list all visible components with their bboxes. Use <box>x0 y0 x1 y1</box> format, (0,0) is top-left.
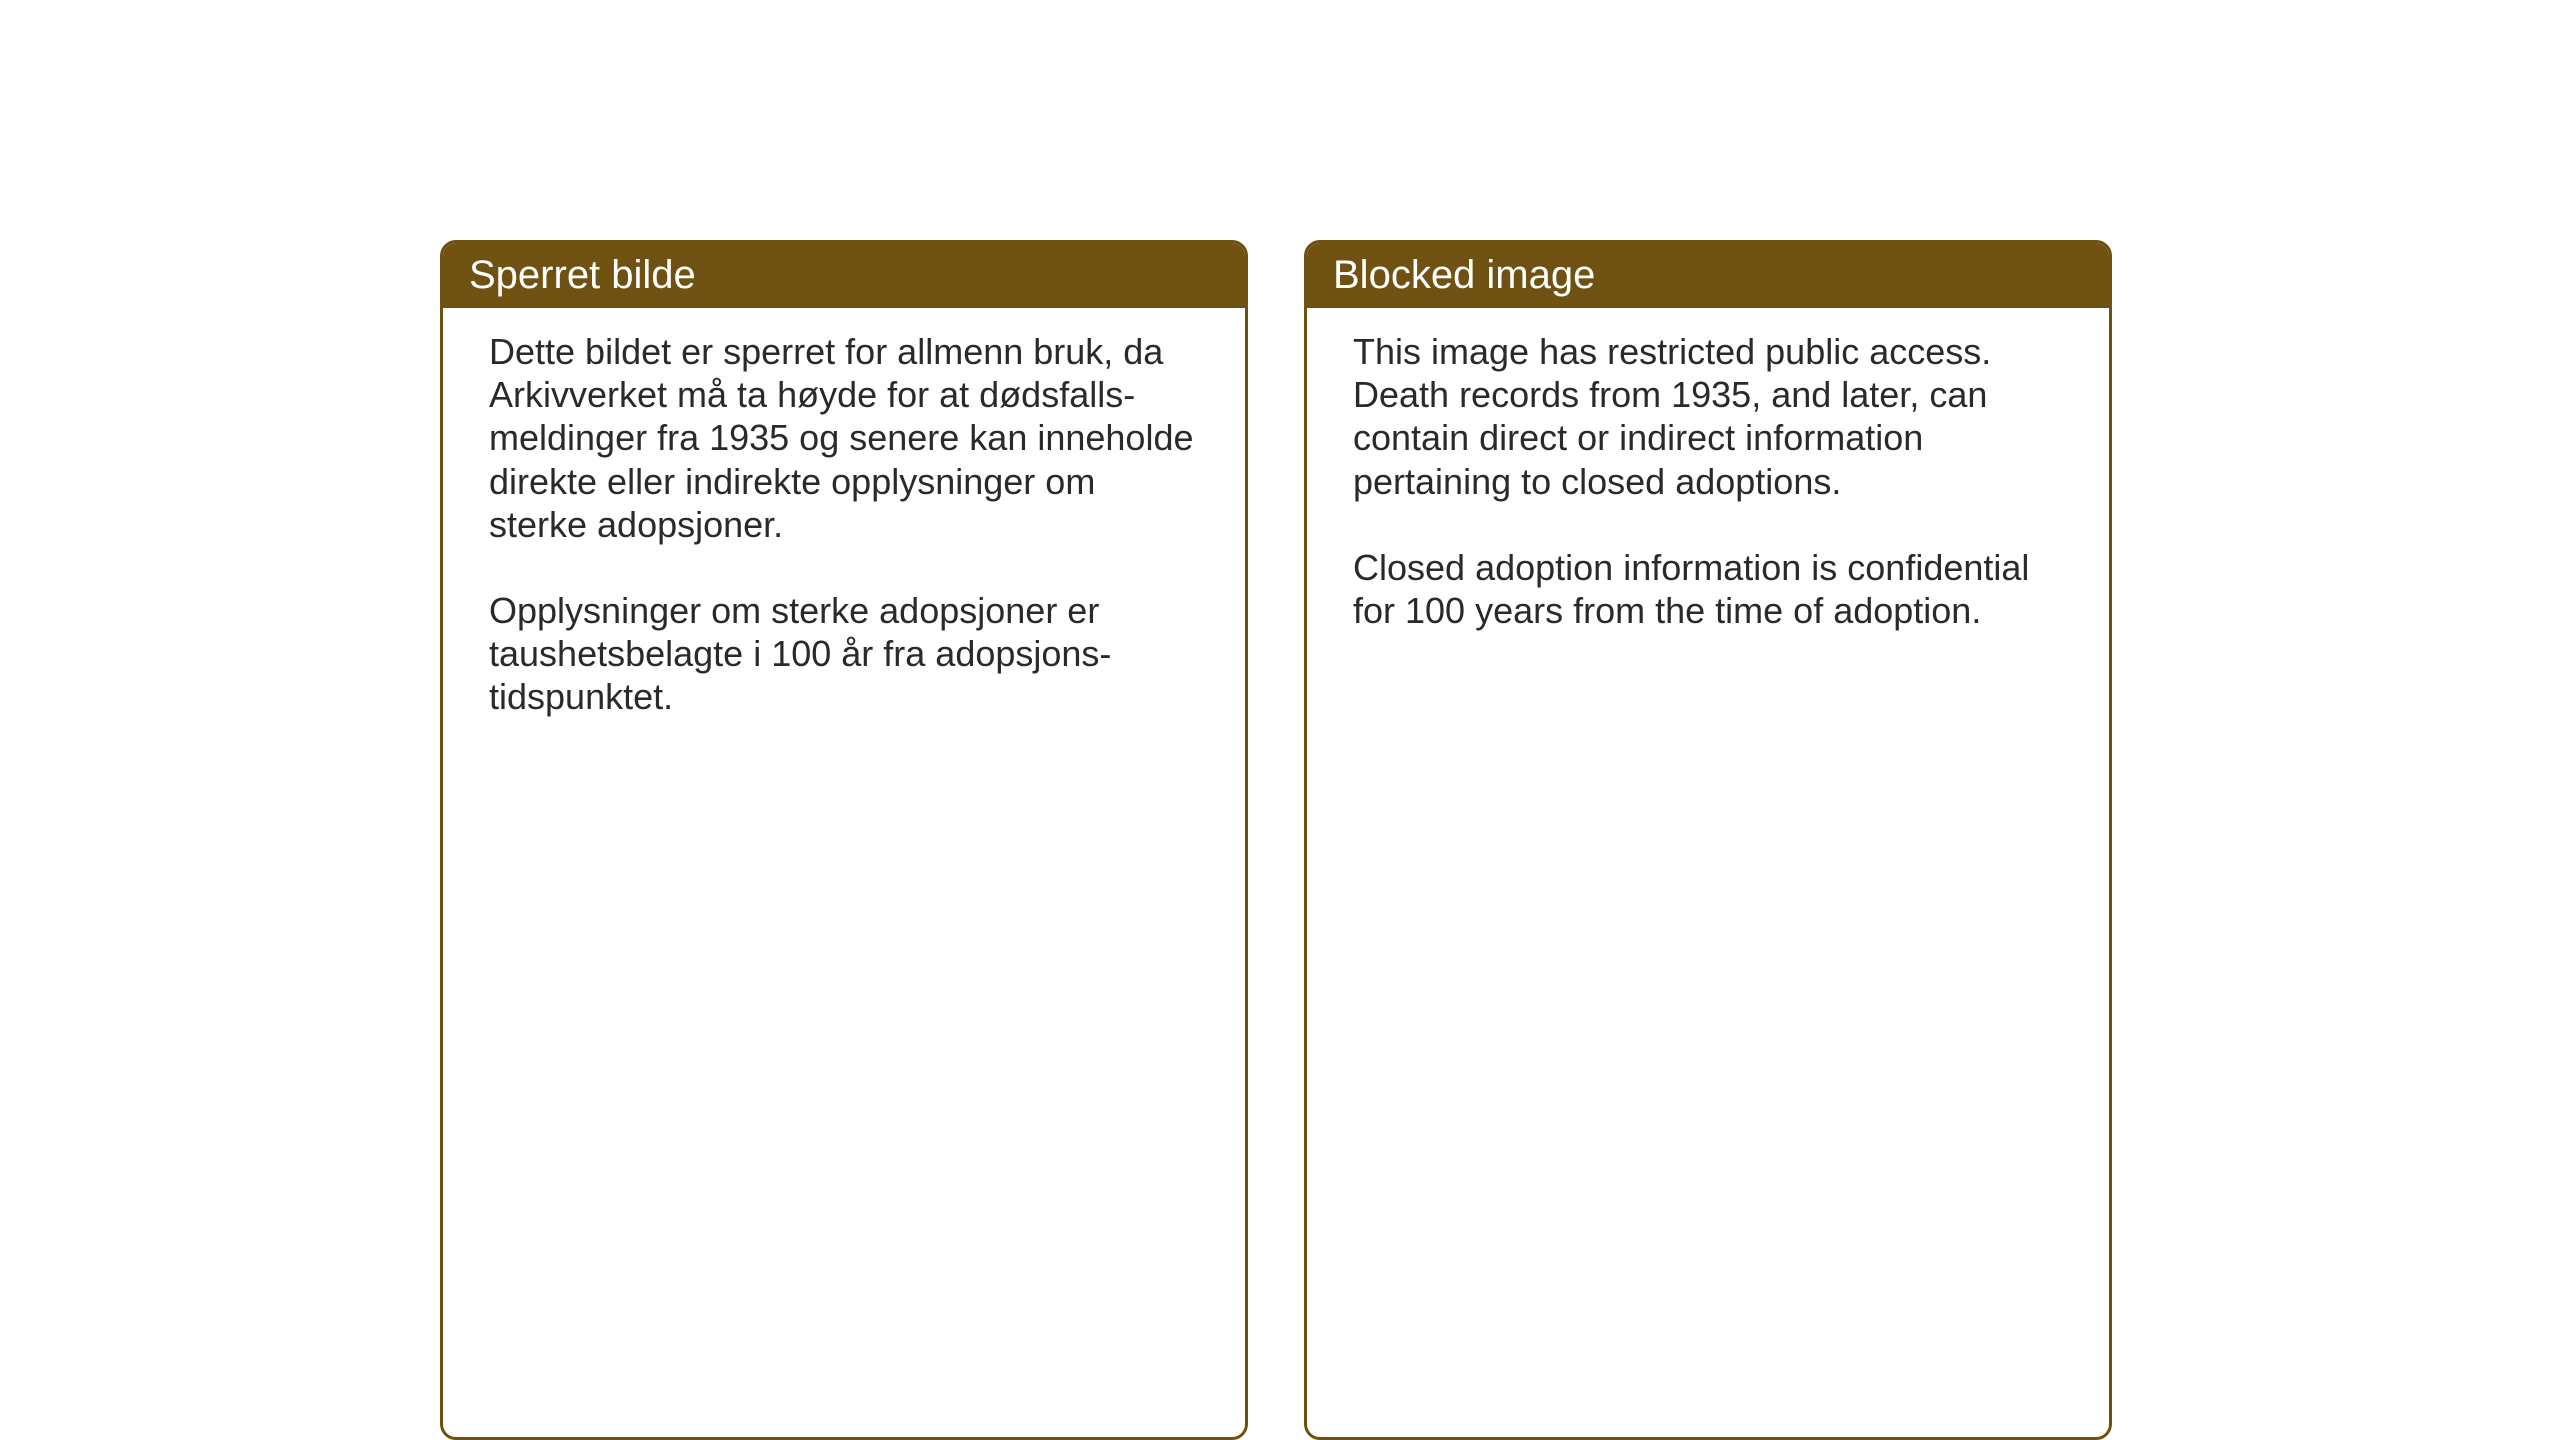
notice-paragraph-2-norwegian: Opplysninger om sterke adopsjoner er tau… <box>489 589 1199 719</box>
notice-paragraph-1-english: This image has restricted public access.… <box>1353 330 2063 503</box>
notice-container: Sperret bilde Dette bildet er sperret fo… <box>440 240 2112 1440</box>
notice-body-english: This image has restricted public access.… <box>1307 308 2109 708</box>
notice-card-english: Blocked image This image has restricted … <box>1304 240 2112 1440</box>
notice-header-norwegian: Sperret bilde <box>443 243 1245 308</box>
notice-body-norwegian: Dette bildet er sperret for allmenn bruk… <box>443 308 1245 749</box>
notice-card-norwegian: Sperret bilde Dette bildet er sperret fo… <box>440 240 1248 1440</box>
notice-paragraph-2-english: Closed adoption information is confident… <box>1353 546 2063 632</box>
notice-paragraph-1-norwegian: Dette bildet er sperret for allmenn bruk… <box>489 330 1199 546</box>
notice-header-english: Blocked image <box>1307 243 2109 308</box>
